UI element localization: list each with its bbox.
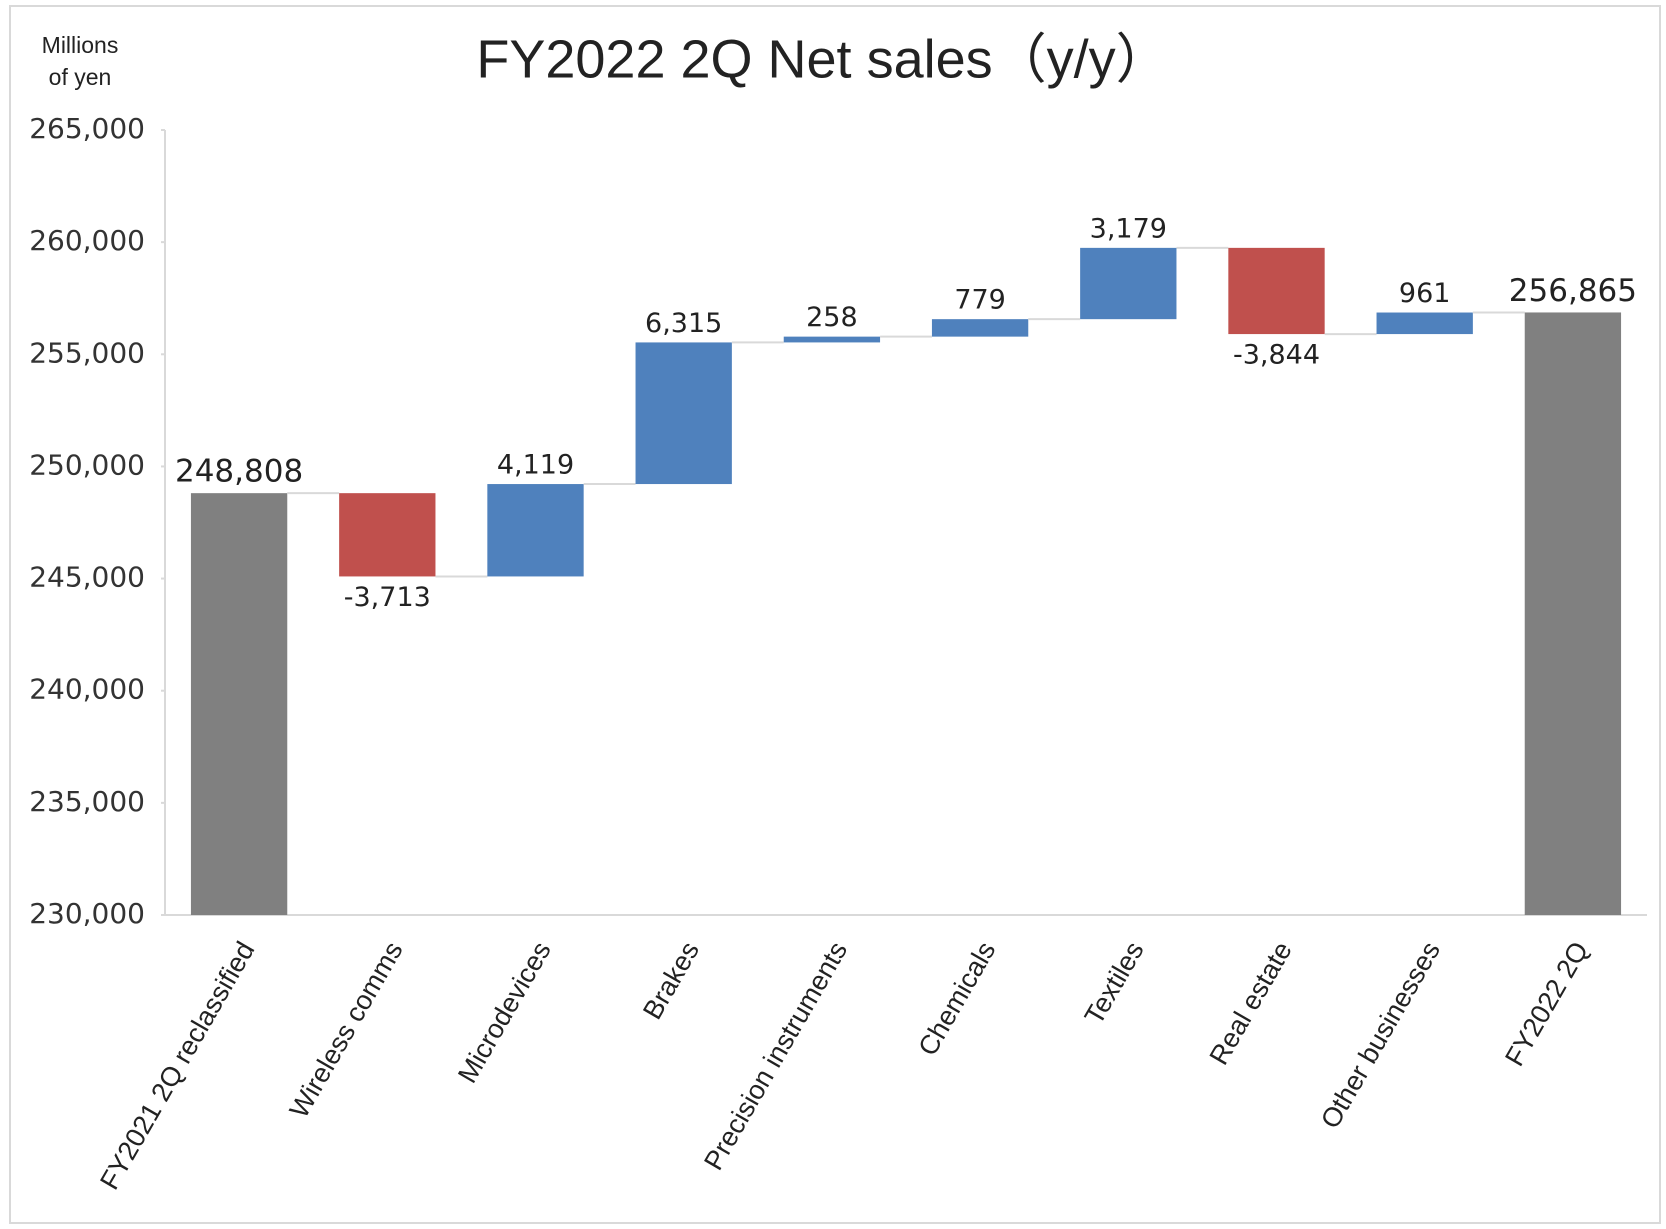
bar [1376,312,1473,335]
x-tick-label: Other businesses [1315,937,1446,1134]
bar [1524,312,1622,915]
value-label: 961 [1399,278,1451,309]
value-label: 3,179 [1090,213,1167,244]
x-tick-label: FY2022 2Q [1499,937,1594,1072]
y-axis-label-line: of yen [49,64,112,90]
value-label: -3,713 [344,582,431,613]
value-label: 258 [806,302,858,333]
bar [931,319,1029,337]
y-tick-label: 255,000 [29,336,145,369]
x-tick-label: Textiles [1079,937,1150,1030]
bar [783,336,881,343]
y-tick-label: 235,000 [29,785,145,818]
y-tick-label: 230,000 [29,897,145,930]
chart-border [9,5,1661,1224]
x-tick-label: FY2021 2Q reclassified [94,937,260,1195]
x-tick-label: Real estate [1204,937,1298,1070]
bar [1228,247,1325,335]
y-tick-label: 260,000 [29,224,145,257]
bar [487,484,584,577]
y-tick-label: 265,000 [29,112,145,145]
chart-title: FY2022 2Q Net sales（y/y） [476,29,1169,89]
bar [190,493,288,915]
bar [635,342,732,485]
value-label: -3,844 [1233,340,1320,371]
y-axis-label: Millions of yen [42,32,119,90]
value-label: 779 [954,285,1006,316]
x-tick-label: Wireless comms [284,937,409,1123]
value-label: 4,119 [497,450,574,481]
total-label: 256,865 [1509,273,1637,309]
y-axis-label-line: Millions [42,32,119,58]
x-tick-label: Chemicals [912,937,1001,1061]
y-tick-label: 250,000 [29,448,145,481]
x-tick-label: Microdevices [452,937,557,1088]
value-label: 6,315 [645,308,722,339]
bar [339,493,436,577]
x-tick-label: Precision instruments [698,937,853,1176]
y-tick-label: 240,000 [29,673,145,706]
y-tick-label: 245,000 [29,561,145,594]
bar [1080,247,1177,320]
x-tick-label: Brakes [637,937,705,1025]
total-label: 248,808 [175,454,303,490]
